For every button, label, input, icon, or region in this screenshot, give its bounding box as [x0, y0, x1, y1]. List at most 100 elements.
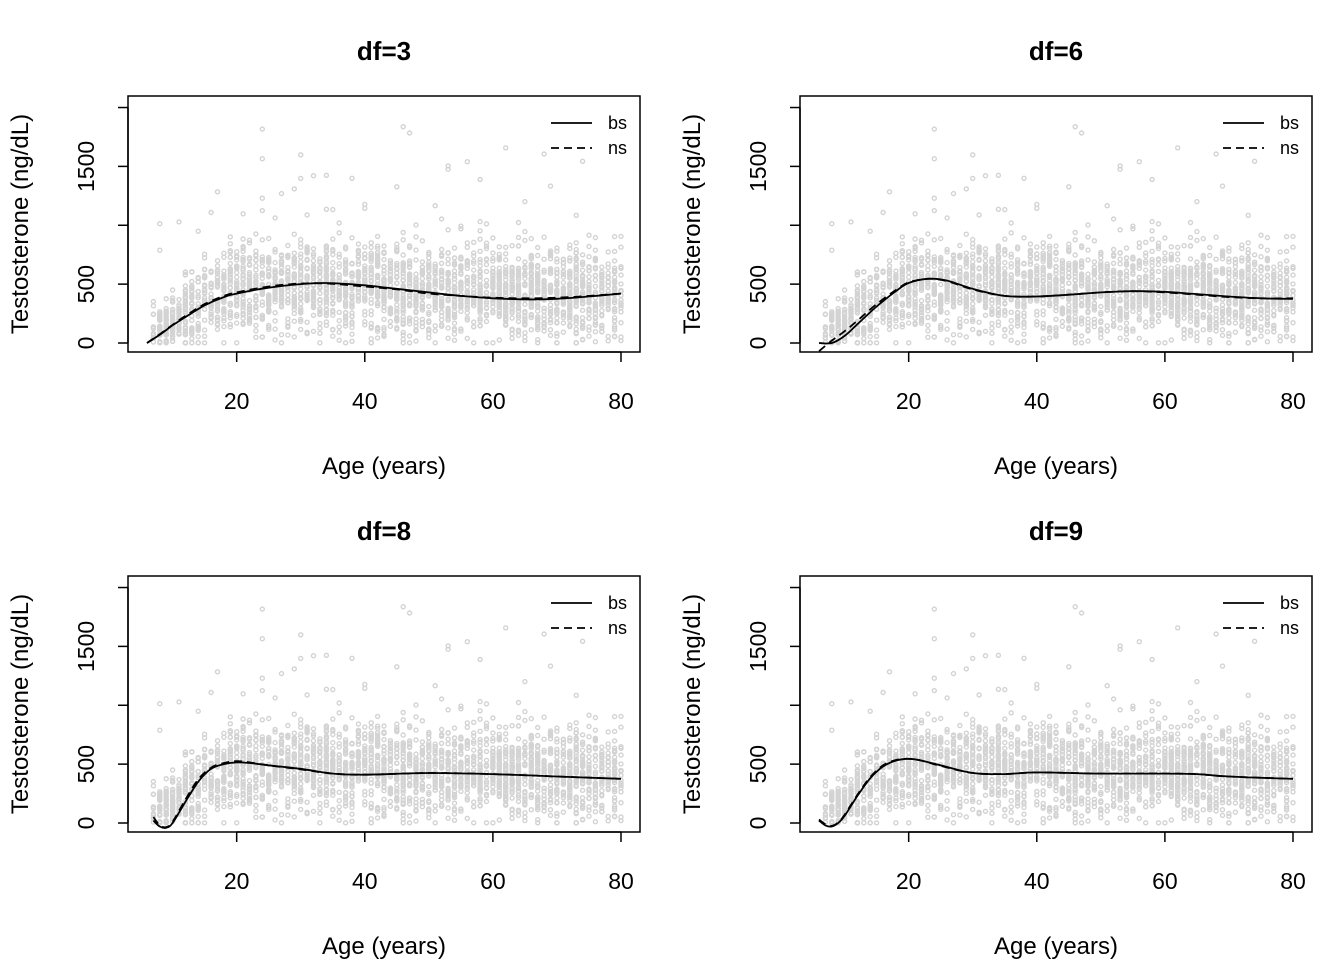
data-point [1194, 265, 1200, 271]
data-point [522, 330, 528, 336]
y-tick-label: 500 [73, 265, 99, 303]
data-point [342, 259, 349, 265]
data-point [1213, 234, 1219, 240]
data-point [272, 259, 278, 266]
data-point [240, 236, 246, 242]
data-point [1142, 250, 1149, 256]
data-point [925, 328, 931, 334]
data-point [323, 253, 330, 259]
data-point [1277, 261, 1283, 267]
data-point [1155, 257, 1162, 263]
data-point [240, 299, 246, 305]
data-point [567, 258, 573, 264]
data-point [336, 254, 342, 260]
data-point [1194, 259, 1200, 265]
data-point [867, 274, 873, 281]
data-point [899, 254, 905, 260]
data-point [362, 268, 368, 274]
data-point [579, 252, 586, 258]
data-point [336, 329, 342, 335]
data-point [586, 274, 592, 280]
data-point [1072, 123, 1078, 130]
data-point [259, 315, 265, 321]
data-point [611, 315, 618, 321]
data-point [278, 259, 285, 266]
data-point [381, 316, 387, 322]
data-point [509, 242, 515, 249]
data-point [214, 321, 221, 327]
data-point [195, 295, 201, 301]
data-point [317, 340, 323, 346]
data-point [426, 326, 432, 332]
data-point [950, 340, 957, 346]
data-point [291, 298, 297, 305]
data-point [368, 267, 374, 274]
data-point [567, 286, 573, 292]
data-point [445, 277, 451, 283]
data-point [1008, 317, 1014, 324]
data-point [1091, 275, 1098, 282]
data-point [298, 254, 304, 260]
data-point [1187, 234, 1194, 241]
data-point [1271, 264, 1277, 270]
data-point [374, 335, 381, 341]
data-point [560, 268, 567, 275]
data-point [464, 306, 470, 312]
data-point [535, 314, 541, 321]
data-point [1136, 284, 1143, 290]
data-point [426, 251, 432, 257]
x-tick-label: 80 [608, 388, 634, 414]
data-point [1155, 277, 1162, 283]
data-point [233, 266, 240, 272]
data-point [253, 293, 259, 300]
data-point [989, 274, 995, 280]
data-point [445, 261, 451, 267]
data-point [477, 256, 483, 263]
data-point [1258, 333, 1264, 339]
data-point [982, 246, 989, 252]
data-point [310, 273, 317, 280]
data-point [906, 340, 912, 346]
data-point [342, 302, 349, 308]
data-point [477, 236, 483, 242]
data-point [432, 261, 438, 267]
data-point [509, 308, 515, 314]
data-point [1258, 315, 1264, 322]
data-point [291, 186, 297, 192]
data-point [176, 296, 182, 303]
data-point [599, 322, 605, 328]
data-point [554, 289, 560, 295]
data-point [503, 263, 509, 270]
data-point [471, 260, 477, 267]
data-point [304, 265, 310, 271]
data-point [342, 340, 349, 346]
data-point [368, 278, 374, 285]
data-point [611, 248, 618, 255]
data-point [272, 310, 278, 316]
data-point [496, 244, 502, 250]
data-point [841, 287, 848, 293]
data-point [554, 299, 560, 305]
data-point [1232, 259, 1239, 266]
data-point [1181, 242, 1187, 249]
data-point [567, 289, 573, 296]
data-point [611, 258, 618, 264]
data-point [471, 250, 477, 256]
data-point [387, 266, 394, 272]
data-point [970, 275, 976, 281]
data-point [611, 274, 618, 280]
data-point [291, 301, 297, 307]
data-point [278, 261, 285, 268]
data-point [560, 259, 567, 266]
data-point [438, 216, 445, 222]
data-point [362, 289, 368, 295]
data-point [1290, 233, 1296, 240]
y-tick-label: 1500 [73, 141, 99, 192]
data-point [515, 305, 522, 312]
data-point [995, 206, 1002, 213]
data-point [355, 241, 362, 247]
data-point [579, 259, 586, 265]
data-point [323, 322, 330, 328]
data-point [605, 274, 611, 280]
data-point [989, 320, 995, 327]
